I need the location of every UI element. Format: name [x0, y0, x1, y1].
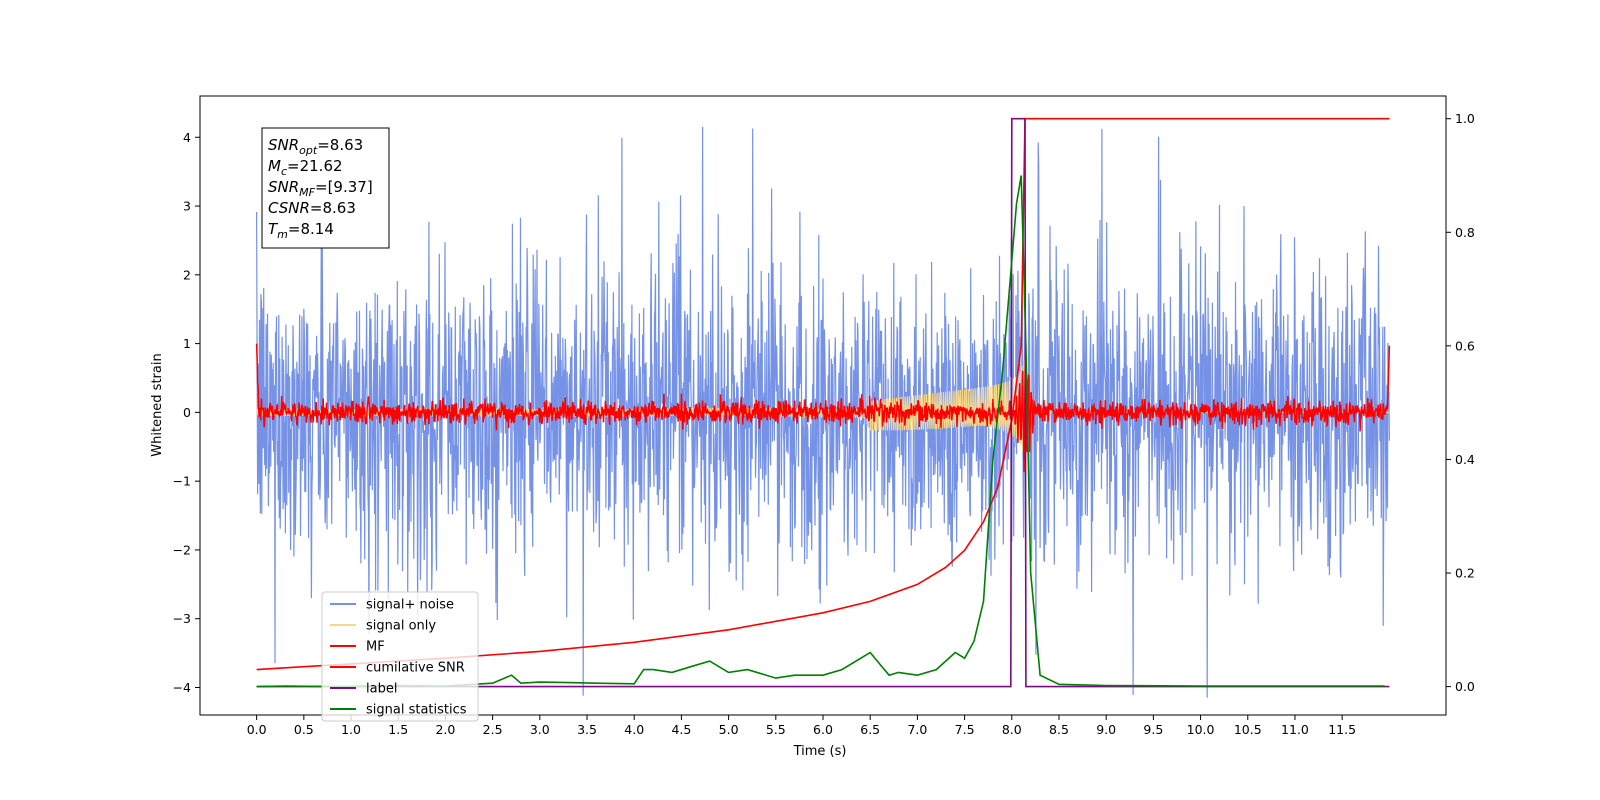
x-tick-label: 10.0 — [1187, 722, 1215, 737]
legend-entry: cumilative SNR — [366, 661, 465, 676]
legend-entry: signal statistics — [366, 703, 467, 718]
x-tick-label: 9.5 — [1143, 722, 1163, 737]
legend-entry: signal only — [366, 619, 436, 634]
x-tick-label: 0.5 — [294, 722, 314, 737]
y-tick-label: −1 — [173, 474, 191, 489]
x-tick-label: 7.0 — [907, 722, 927, 737]
stats-line: SNRMF=[9.37] — [268, 178, 373, 199]
x-tick-label: 8.5 — [1049, 722, 1069, 737]
y-tick-label: 0 — [183, 405, 191, 420]
x-tick-label: 1.0 — [341, 722, 361, 737]
y-tick-label: 3 — [183, 199, 191, 214]
x-tick-label: 1.5 — [388, 722, 408, 737]
x-tick-label: 11.0 — [1281, 722, 1309, 737]
y-tick-label: −3 — [173, 611, 191, 626]
y-tick-label: 2 — [183, 267, 191, 282]
y-right-tick-label: 0.8 — [1455, 225, 1475, 240]
x-tick-label: 11.5 — [1328, 722, 1356, 737]
y-right-tick-label: 0.6 — [1455, 338, 1475, 353]
legend-entry: MF — [366, 640, 385, 655]
y-tick-label: −4 — [173, 680, 191, 695]
series-label — [256, 117, 1390, 688]
x-tick-label: 3.0 — [530, 722, 550, 737]
stats-box-frame — [261, 127, 390, 249]
legend-entry: label — [366, 682, 397, 697]
y-right-tick-label: 0.2 — [1455, 566, 1475, 581]
y-right-tick-label: 1.0 — [1455, 111, 1475, 126]
x-tick-label: 2.5 — [483, 722, 503, 737]
y-tick-label: 4 — [183, 130, 191, 145]
stats-line: CSNR=8.63 — [268, 199, 356, 217]
x-tick-label: 6.5 — [860, 722, 880, 737]
x-tick-label: 10.5 — [1234, 722, 1262, 737]
x-tick-label: 4.5 — [671, 722, 691, 737]
x-axis-label: Time (s) — [793, 744, 847, 759]
x-tick-label: 9.0 — [1096, 722, 1116, 737]
x-tick-label: 2.0 — [435, 722, 455, 737]
legend: signal+ noise signal only MF cumilative SNR… — [321, 591, 479, 722]
x-tick-label: 6.0 — [813, 722, 833, 737]
x-tick-label: 0.0 — [247, 722, 267, 737]
x-tick-label: 5.5 — [766, 722, 786, 737]
y-tick-label: −2 — [173, 542, 191, 557]
x-tick-label: 4.0 — [624, 722, 644, 737]
x-tick-label: 8.0 — [1002, 722, 1022, 737]
legend-frame — [321, 591, 479, 722]
series-signal-noise — [256, 126, 1390, 698]
stats-line: SNRopt=8.63 — [268, 136, 363, 157]
stats-line: Tm=8.14 — [268, 220, 334, 241]
y-right-tick-label: 0.4 — [1455, 452, 1475, 467]
x-tick-label: 3.5 — [577, 722, 597, 737]
y-right-tick-label: 0.0 — [1455, 679, 1475, 694]
legend-entry: signal+ noise — [366, 598, 454, 613]
stats-line: Mc=21.62 — [268, 157, 343, 178]
stats-box: SNRopt=8.63Mc=21.62SNRMF=[9.37]CSNR=8.63… — [261, 127, 390, 249]
x-tick-label: 5.0 — [719, 722, 739, 737]
series-mf — [255, 343, 1391, 473]
y-axis-label: Whitened strain — [150, 353, 165, 456]
y-tick-label: 1 — [183, 336, 191, 351]
series-signal-statistics — [256, 175, 1385, 688]
x-tick-label: 7.5 — [955, 722, 975, 737]
